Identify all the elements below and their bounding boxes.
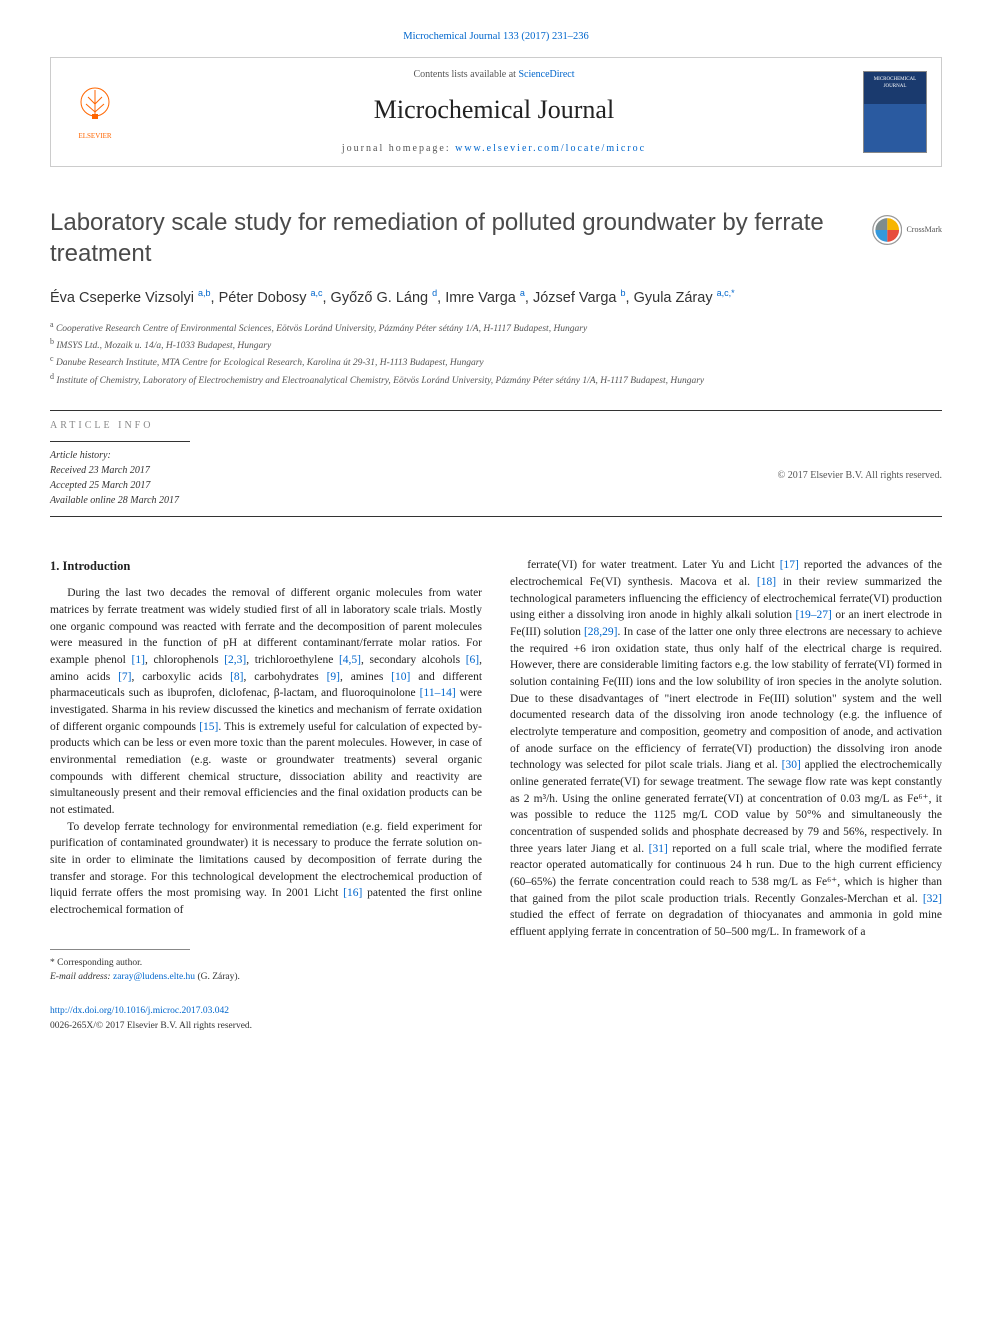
affiliations: a Cooperative Research Centre of Environ… <box>50 319 942 389</box>
article-info-left: ARTICLE INFO Article history: Received 2… <box>50 419 374 508</box>
contents-line: Contents lists available at ScienceDirec… <box>139 68 849 82</box>
elsevier-tree-icon <box>70 82 120 132</box>
header-center: Contents lists available at ScienceDirec… <box>139 68 849 156</box>
journal-name: Microchemical Journal <box>139 92 849 128</box>
article-title: Laboratory scale study for remediation o… <box>50 207 852 269</box>
column-left: 1. Introduction During the last two deca… <box>50 557 482 984</box>
col-left-para-1: During the last two decades the removal … <box>50 585 482 818</box>
history-accepted: Accepted 25 March 2017 <box>50 478 374 493</box>
rule-bottom <box>50 516 942 517</box>
issn-line: 0026-265X/© 2017 Elsevier B.V. All right… <box>50 1021 252 1031</box>
title-row: Laboratory scale study for remediation o… <box>50 207 942 269</box>
contents-prefix: Contents lists available at <box>413 69 518 80</box>
doi-link[interactable]: http://dx.doi.org/10.1016/j.microc.2017.… <box>50 1006 229 1016</box>
section-1-heading: 1. Introduction <box>50 557 482 575</box>
corresp-rule <box>50 949 190 950</box>
corresp-star: * Corresponding author. <box>50 956 482 970</box>
history-online: Available online 28 March 2017 <box>50 493 374 508</box>
corresp-email-link[interactable]: zaray@ludens.elte.hu <box>113 972 195 982</box>
footer-doi-block: http://dx.doi.org/10.1016/j.microc.2017.… <box>50 1004 942 1033</box>
rule-top <box>50 410 942 411</box>
corresponding-author: * Corresponding author. E-mail address: … <box>50 956 482 985</box>
crossmark-badge[interactable]: CrossMark <box>872 207 942 253</box>
corresp-email-line: E-mail address: zaray@ludens.elte.hu (G.… <box>50 970 482 984</box>
col-left-para-2: To develop ferrate technology for enviro… <box>50 819 482 919</box>
homepage-prefix: journal homepage: <box>342 143 455 154</box>
affiliation-line: a Cooperative Research Centre of Environ… <box>50 319 942 336</box>
rule-info <box>50 441 190 442</box>
corresp-email-person: (G. Záray). <box>195 972 240 982</box>
col-right-para-1: ferrate(VI) for water treatment. Later Y… <box>510 557 942 940</box>
body-columns: 1. Introduction During the last two deca… <box>50 557 942 984</box>
copyright-line: © 2017 Elsevier B.V. All rights reserved… <box>414 419 942 508</box>
cover-title-top: MICROCHEMICAL <box>874 76 917 83</box>
article-info-row: ARTICLE INFO Article history: Received 2… <box>50 419 942 508</box>
journal-header: ELSEVIER Contents lists available at Sci… <box>50 57 942 167</box>
sciencedirect-link[interactable]: ScienceDirect <box>518 69 574 80</box>
crossmark-label: CrossMark <box>906 224 942 235</box>
top-citation-link[interactable]: Microchemical Journal 133 (2017) 231–236 <box>403 31 588 42</box>
column-right: ferrate(VI) for water treatment. Later Y… <box>510 557 942 984</box>
homepage-line: journal homepage: www.elsevier.com/locat… <box>139 142 849 156</box>
article-info-label: ARTICLE INFO <box>50 419 374 433</box>
affiliation-line: c Danube Research Institute, MTA Centre … <box>50 353 942 370</box>
elsevier-logo: ELSEVIER <box>65 79 125 145</box>
homepage-link[interactable]: www.elsevier.com/locate/microc <box>455 143 646 154</box>
elsevier-label: ELSEVIER <box>78 132 111 142</box>
affiliation-line: b IMSYS Ltd., Mozaik u. 14/a, H-1033 Bud… <box>50 336 942 353</box>
cover-title-bottom: JOURNAL <box>884 83 907 90</box>
affiliation-line: d Institute of Chemistry, Laboratory of … <box>50 371 942 388</box>
journal-cover-thumb: MICROCHEMICAL JOURNAL <box>863 71 927 153</box>
history-label: Article history: <box>50 448 374 463</box>
corresp-email-label: E-mail address: <box>50 972 113 982</box>
history-received: Received 23 March 2017 <box>50 463 374 478</box>
crossmark-icon <box>872 212 902 248</box>
article-history: Article history: Received 23 March 2017 … <box>50 448 374 508</box>
top-citation: Microchemical Journal 133 (2017) 231–236 <box>50 30 942 45</box>
authors-line: Éva Cseperke Vizsolyi a,b, Péter Dobosy … <box>50 287 942 308</box>
